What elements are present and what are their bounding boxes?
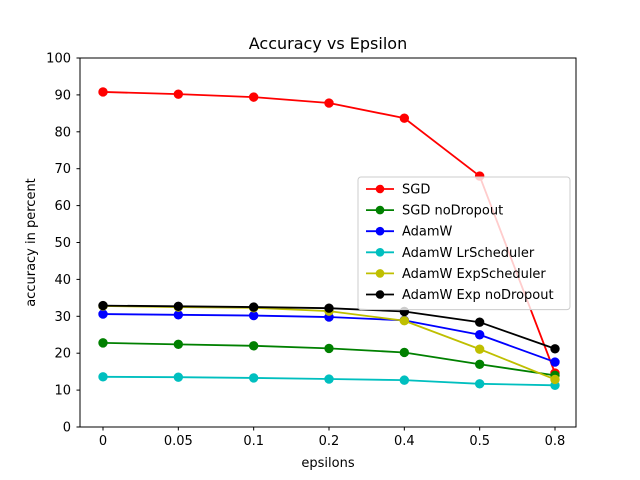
legend-swatch-marker — [375, 205, 385, 215]
data-point — [399, 316, 410, 326]
data-point — [248, 373, 259, 383]
legend-label: AdamW ExpScheduler — [402, 267, 546, 282]
legend-swatch-marker — [375, 290, 385, 299]
x-tick-label: 0.2 — [319, 434, 340, 449]
data-point — [399, 375, 410, 385]
chart-title: Accuracy vs Epsilon — [249, 34, 407, 53]
legend-label: AdamW Exp noDropout — [402, 288, 554, 303]
data-point — [324, 98, 334, 108]
legend-swatch-marker — [375, 184, 385, 194]
y-tick-label: 60 — [54, 199, 71, 214]
data-point — [474, 317, 485, 327]
y-tick-label: 40 — [54, 273, 71, 288]
data-point — [98, 338, 108, 348]
data-point — [248, 310, 259, 321]
data-point — [474, 359, 485, 369]
x-axis-title: epsilons — [301, 456, 354, 471]
legend-swatch-marker — [375, 226, 385, 236]
y-tick-label: 0 — [63, 421, 71, 436]
data-point — [98, 309, 108, 319]
data-point — [248, 92, 259, 102]
legend-swatch-marker — [375, 269, 385, 278]
data-point — [98, 300, 108, 311]
legend-label: SGD — [402, 183, 430, 198]
data-point — [550, 344, 560, 354]
data-point — [173, 339, 184, 350]
data-point — [98, 372, 108, 382]
data-point — [173, 89, 184, 99]
x-tick-label: 0.4 — [394, 434, 415, 449]
data-point — [399, 347, 410, 358]
y-tick-label: 10 — [54, 384, 71, 399]
x-tick-label: 0.5 — [469, 434, 490, 449]
legend: SGD SGD noDropout AdamW AdamW LrScheduler Ad… — [357, 176, 571, 311]
data-point — [324, 374, 334, 384]
data-point — [173, 310, 184, 320]
x-tick-label: 0.1 — [243, 434, 264, 449]
legend-swatch-marker — [375, 248, 385, 257]
data-point — [248, 302, 259, 312]
y-tick-label: 70 — [54, 162, 71, 177]
y-tick-label: 80 — [54, 125, 71, 140]
data-point — [248, 341, 259, 351]
legend-box — [357, 176, 571, 311]
legend-label: AdamW — [402, 225, 453, 240]
y-tick-label: 50 — [54, 236, 71, 251]
y-tick-label: 90 — [54, 88, 71, 103]
data-point — [324, 303, 334, 313]
legend-label: SGD noDropout — [402, 204, 503, 219]
series-3 — [98, 372, 560, 391]
x-tick-label: 0 — [99, 434, 107, 449]
data-point — [98, 87, 108, 97]
data-point — [173, 372, 184, 382]
data-point — [550, 357, 560, 367]
data-point — [173, 301, 184, 312]
data-point — [474, 330, 485, 340]
x-tick-label: 0.05 — [164, 434, 193, 449]
data-point — [324, 343, 334, 354]
x-tick-label: 0.8 — [545, 434, 566, 449]
data-point — [474, 344, 485, 354]
series-2 — [98, 309, 560, 367]
y-tick-label: 20 — [54, 347, 71, 362]
series-1 — [98, 338, 560, 381]
y-tick-label: 100 — [46, 52, 71, 67]
legend-label: AdamW LrScheduler — [402, 246, 535, 261]
y-tick-label: 30 — [54, 310, 71, 325]
data-point — [399, 113, 410, 123]
y-axis-title: accuracy in percent — [24, 178, 39, 307]
data-point — [550, 374, 560, 385]
data-point — [474, 379, 485, 389]
